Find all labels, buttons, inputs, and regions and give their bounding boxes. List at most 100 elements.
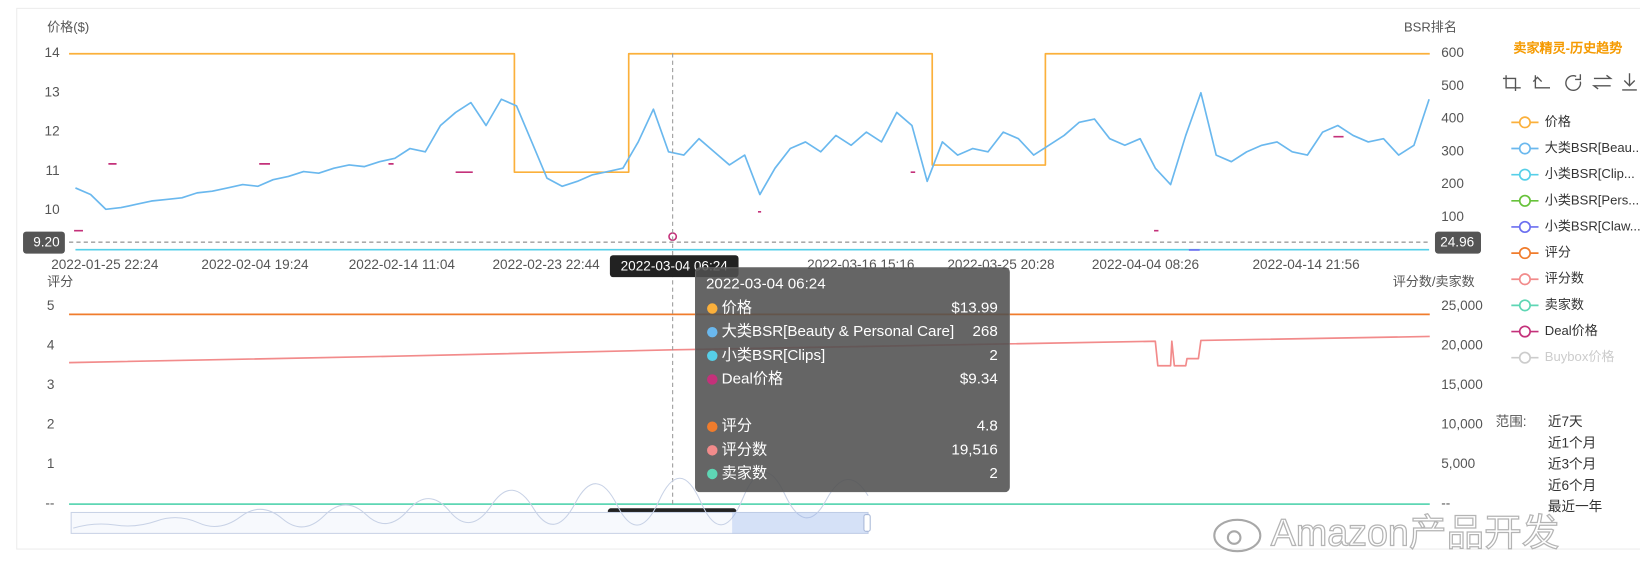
legend-label: 小类BSR[Pers... (1545, 192, 1639, 207)
y-tick-label: 1 (47, 456, 55, 471)
legend-item[interactable]: 小类BSR[Claw... (1511, 218, 1640, 233)
x-tick-label: 2022-02-04 19:24 (201, 257, 309, 272)
legend-symbol (1518, 116, 1531, 129)
zoom-window[interactable] (732, 512, 869, 534)
range-option[interactable]: 最近一年 (1548, 499, 1602, 514)
tooltip-name: Deal价格 (722, 370, 783, 387)
y2-tick-label: 600 (1441, 45, 1464, 60)
zoom-icon[interactable] (1502, 75, 1521, 91)
legend-item[interactable]: Deal价格 (1511, 323, 1598, 338)
tooltip-dot (707, 445, 718, 456)
tooltip-value: 268 (973, 323, 998, 340)
series-line (74, 135, 1344, 232)
legend-label: 评分数 (1545, 271, 1584, 286)
legend-symbol (1518, 273, 1531, 286)
legend-item[interactable]: Buybox价格 (1511, 349, 1614, 364)
restore-icon[interactable] (1565, 74, 1582, 92)
y-tick-label: 5 (47, 298, 55, 313)
watermark-icon (1226, 530, 1242, 545)
range-option[interactable]: 近3个月 (1548, 457, 1596, 472)
plot-area: 价格($)BSR排名910111213141100200300400500600… (23, 20, 1483, 531)
x-tick-label: 2022-01-25 22:24 (51, 257, 159, 272)
y2-tick-label: 300 (1441, 143, 1464, 158)
tooltip-dot (707, 350, 718, 362)
tooltip-name: 卖家数 (722, 465, 767, 482)
y2-tick-label: 20,000 (1441, 338, 1483, 353)
watermark-icon (1213, 518, 1262, 553)
legend-symbol (1518, 220, 1531, 234)
x-tick-label: 2022-02-14 11:04 (349, 257, 456, 272)
brand: 卖家精灵-历史趋势 (1513, 41, 1622, 56)
range-label: 范围: (1496, 414, 1527, 429)
tooltip-box (695, 267, 1010, 493)
legend-label: 小类BSR[Claw... (1545, 218, 1640, 233)
tooltip-name: 评分 (722, 418, 752, 435)
zoom-reset-icon[interactable] (1532, 75, 1551, 89)
y2-tick-label: 100 (1441, 209, 1464, 224)
y-tick-label: 10 (45, 202, 61, 217)
legend-label: Deal价格 (1545, 323, 1598, 338)
y2-tick-label: -- (1441, 496, 1450, 511)
zoom-handle[interactable] (863, 514, 871, 532)
watermark: Amazon产品开发 (1213, 511, 1560, 554)
zoom-preview (73, 471, 869, 529)
legend-item[interactable]: 卖家数 (1511, 297, 1584, 312)
legend-label: Buybox价格 (1545, 349, 1615, 364)
legend-label: 卖家数 (1545, 297, 1584, 312)
legend-item[interactable]: 评分数 (1511, 271, 1584, 286)
download-icon[interactable] (1622, 73, 1637, 91)
legend-item[interactable]: 价格 (1511, 114, 1571, 129)
legend-label: 小类BSR[Clip... (1545, 166, 1635, 181)
y2-tick-label: 200 (1441, 176, 1464, 191)
legend-symbol (1518, 351, 1531, 364)
y-axis-title: 评分 (47, 274, 73, 289)
pointer-y2-label-box (1434, 231, 1481, 254)
legend-label: 价格 (1545, 114, 1571, 129)
y2-axis-title: 评分数/卖家数 (1393, 274, 1475, 289)
y-axis-title: 价格($) (47, 20, 89, 35)
legend-item[interactable]: 大类BSR[Beau... (1511, 140, 1640, 155)
legend-symbol (1518, 325, 1531, 338)
y-tick-label: -- (45, 496, 54, 511)
tooltip-dot (707, 468, 718, 480)
data-zoom (70, 471, 871, 534)
y2-axis-title: BSR排名 (1404, 20, 1457, 35)
pointer-y-label: 9.20 (33, 235, 60, 250)
y-tick-label: 3 (47, 377, 55, 392)
legend-symbol (1518, 247, 1531, 260)
range-option[interactable]: 近7天 (1548, 414, 1583, 429)
tooltip-dot (707, 326, 718, 338)
y-tick-label: 12 (45, 124, 60, 139)
legend-item[interactable]: 小类BSR[Clip... (1511, 166, 1635, 181)
legend-symbol (1518, 299, 1531, 312)
x-tick-label: 2022-02-23 22:44 (493, 257, 601, 272)
y-tick-label: 2 (47, 417, 55, 432)
legend-item[interactable]: 小类BSR[Pers... (1511, 192, 1639, 207)
tooltip-value: $13.99 (951, 300, 997, 317)
legend-symbol (1518, 142, 1531, 155)
toolbar (1502, 73, 1637, 92)
tooltip-dot (707, 374, 718, 385)
tooltip-dot (707, 303, 718, 314)
y2-tick-label: 5,000 (1441, 456, 1475, 471)
switch-icon[interactable] (1591, 74, 1613, 90)
y-tick-label: 13 (45, 84, 60, 99)
legend-item[interactable]: 评分 (1511, 245, 1571, 260)
y2-tick-label: 10,000 (1441, 417, 1483, 432)
tooltip-value: 2 (989, 347, 997, 364)
legend-label: 评分 (1545, 245, 1571, 260)
y2-tick-label: 25,000 (1441, 298, 1483, 313)
x-tick-label: 2022-04-14 21:56 (1253, 257, 1360, 272)
tooltip-dot (707, 421, 718, 432)
x-tick-label: 2022-04-04 08:26 (1092, 257, 1199, 272)
y2-tick-label: 15,000 (1441, 377, 1483, 392)
legend-label: 大类BSR[Beau... (1545, 140, 1640, 155)
tooltip-name: 小类BSR[Clips] (722, 347, 826, 364)
range-option[interactable]: 近1个月 (1548, 435, 1596, 450)
tooltip-value: 4.8 (977, 418, 998, 435)
tooltip-time: 2022-03-04 06:24 (706, 275, 826, 292)
range-option[interactable]: 近6个月 (1548, 478, 1596, 493)
